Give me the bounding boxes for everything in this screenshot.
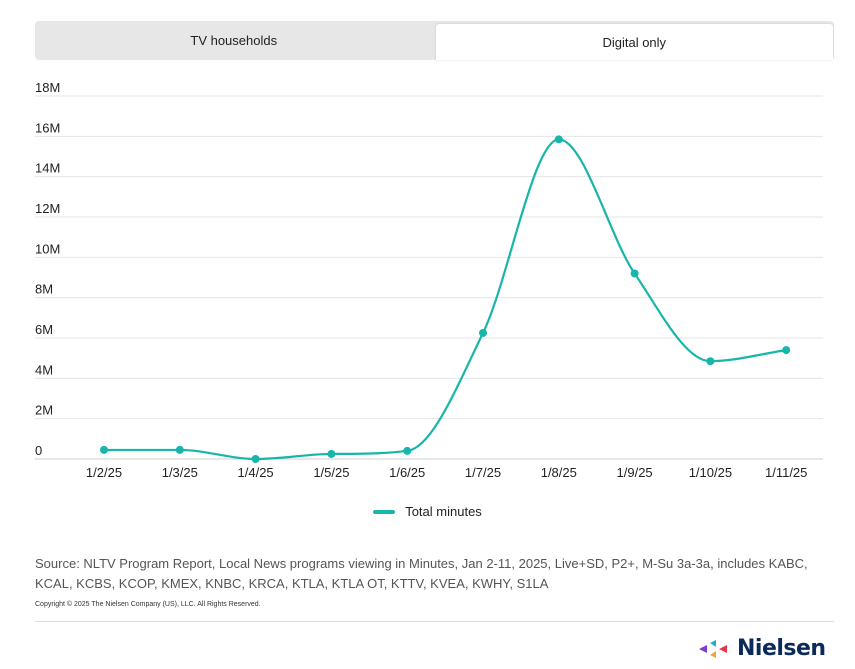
y-tick-label: 14M	[35, 161, 60, 176]
tab-digital-only[interactable]: Digital only	[435, 24, 833, 60]
y-tick-label: 8M	[35, 282, 53, 297]
data-point[interactable]	[630, 269, 639, 278]
y-tick-label: 16M	[35, 120, 60, 135]
x-tick-label: 1/9/25	[617, 465, 653, 480]
data-point[interactable]	[100, 445, 108, 454]
y-tick-label: 0	[35, 443, 42, 458]
y-tick-label: 2M	[35, 403, 53, 418]
x-tick-label: 1/5/25	[313, 465, 349, 480]
data-point[interactable]	[403, 446, 412, 455]
view-tabs: TV households Digital only	[35, 21, 834, 60]
x-tick-label: 1/11/25	[765, 465, 807, 480]
x-tick-label: 1/7/25	[465, 465, 501, 480]
grid-lines	[35, 95, 823, 460]
x-tick-label: 1/2/25	[86, 465, 122, 480]
data-points	[100, 135, 791, 463]
series-line-total-minutes	[104, 138, 787, 461]
x-axis-ticks: 1/2/25 1/3/25 1/4/25 1/5/25 1/6/25 1/7/25 1/8/…	[86, 465, 807, 480]
line-chart: 0 2M 4M 6M 8M 10M 12M 14M 16M 18M 1/2/25 1/3/25 1/4…	[35, 80, 823, 480]
x-tick-label: 1/3/25	[162, 465, 198, 480]
data-point[interactable]	[251, 455, 260, 463]
nielsen-logo-icon	[699, 639, 727, 658]
source-note: Source: NLTV Program Report, Local News …	[35, 556, 808, 591]
y-tick-label: 4M	[35, 362, 53, 377]
divider	[35, 621, 834, 622]
data-point[interactable]	[554, 135, 563, 144]
y-tick-label: 6M	[35, 322, 53, 337]
nielsen-logo: Nielsen	[697, 636, 826, 661]
x-tick-label: 1/6/25	[389, 465, 425, 480]
y-axis-ticks: 0 2M 4M 6M 8M 10M 12M 14M 16M 18M	[35, 80, 60, 458]
data-point[interactable]	[327, 449, 336, 458]
legend-swatch	[373, 509, 396, 514]
data-point[interactable]	[479, 328, 487, 337]
x-tick-label: 1/4/25	[238, 465, 274, 480]
y-tick-label: 18M	[35, 80, 60, 95]
legend-label: Total minutes	[405, 504, 482, 519]
copyright-note: Copyright © 2025 The Nielsen Company (US…	[35, 601, 261, 608]
x-tick-label: 1/8/25	[541, 465, 577, 480]
logo-wordmark: Nielsen	[737, 636, 826, 661]
y-tick-label: 10M	[35, 241, 60, 256]
legend: Total minutes	[0, 504, 855, 519]
data-point[interactable]	[706, 357, 715, 366]
x-tick-label: 1/10/25	[689, 465, 732, 480]
data-point[interactable]	[175, 445, 184, 454]
tab-tv-households[interactable]: TV households	[190, 33, 278, 48]
y-tick-label: 12M	[35, 201, 60, 216]
data-point[interactable]	[782, 346, 791, 355]
